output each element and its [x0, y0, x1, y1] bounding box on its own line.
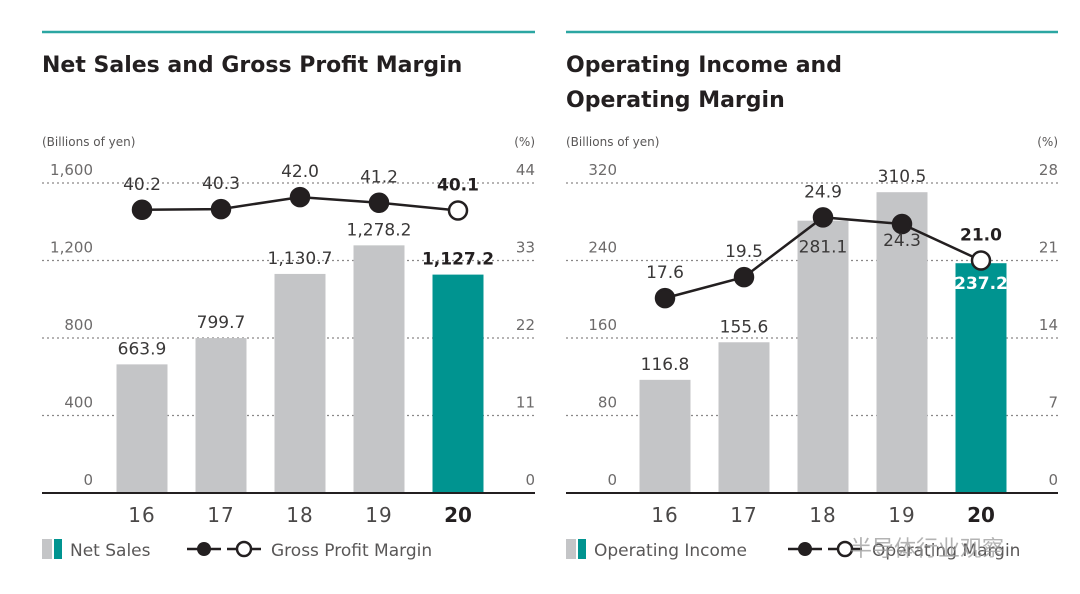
y-tick-label: 800	[64, 316, 93, 334]
legend-marker-filled	[197, 542, 211, 556]
y2-tick-label: 44	[516, 161, 535, 179]
legend-line-label: Operating Margin	[872, 541, 1020, 561]
bar-value-label: 799.7	[197, 313, 246, 333]
bar	[797, 220, 849, 493]
bar-value-label: 1,127.2	[422, 250, 494, 270]
y-tick-label: 320	[588, 161, 617, 179]
y2-tick-label: 21	[1039, 239, 1058, 257]
y-tick-label: 240	[588, 239, 617, 257]
x-tick-label: 17	[730, 503, 757, 527]
bar	[274, 273, 326, 493]
x-tick-label: 17	[207, 503, 234, 527]
chart-title-line-2: Operating Margin	[566, 88, 785, 113]
line-value-label: 24.3	[883, 231, 921, 251]
chart-title-line-1: Operating Income and	[566, 53, 842, 78]
panel-net-sales: Net Sales and Gross Profit Margin (Billi…	[42, 30, 535, 561]
x-tick-label: 20	[444, 503, 472, 527]
line-value-label: 17.6	[646, 263, 684, 283]
legend: Net Sales Gross Profit Margin	[42, 539, 432, 561]
x-tick-label: 16	[651, 503, 678, 527]
bar-value-label: 281.1	[799, 238, 848, 258]
bar-value-label: 116.8	[641, 355, 690, 375]
x-tick-label: 18	[286, 503, 313, 527]
y-tick-label: 160	[588, 316, 617, 334]
y2-tick-label: 28	[1039, 161, 1058, 179]
y2-tick-label: 33	[516, 239, 535, 257]
x-tick-label: 18	[809, 503, 836, 527]
x-tick-label: 20	[967, 503, 995, 527]
y-tick-label: 80	[598, 394, 617, 412]
bar	[639, 379, 691, 493]
x-tick-label: 19	[888, 503, 915, 527]
line-value-label: 40.3	[202, 174, 240, 194]
y2-axis-label: (%)	[514, 135, 535, 149]
bar	[116, 364, 168, 493]
line-marker	[891, 213, 913, 235]
bar	[955, 263, 1007, 493]
y-tick-label: 0	[607, 471, 617, 489]
y2-tick-label: 7	[1048, 394, 1058, 412]
line-marker	[368, 192, 390, 213]
watermark: 半导体行业观察	[850, 537, 1004, 562]
legend-bar-label: Operating Income	[594, 541, 747, 561]
line-value-label: 41.2	[360, 168, 398, 188]
line-value-label: 24.9	[804, 182, 842, 202]
bar-value-label: 237.2	[954, 274, 1008, 294]
y-tick-label: 1,200	[50, 239, 93, 257]
line-value-label: 42.0	[281, 162, 319, 182]
bar	[432, 274, 484, 493]
bar	[353, 245, 405, 493]
legend-swatch-gray	[566, 539, 576, 559]
y-axis-label: (Billions of yen)	[42, 135, 135, 149]
y2-tick-label: 22	[516, 316, 535, 334]
y-tick-label: 0	[83, 471, 93, 489]
y2-tick-label: 11	[516, 394, 535, 412]
bar	[718, 342, 770, 493]
legend-bar-label: Net Sales	[70, 541, 151, 561]
legend-swatch-teal	[54, 539, 62, 559]
x-tick-label: 19	[365, 503, 392, 527]
y2-tick-label: 0	[1048, 471, 1058, 489]
legend-swatch-teal	[578, 539, 586, 559]
line-marker	[733, 266, 755, 288]
legend: Operating Income Operating Margin	[566, 539, 1020, 561]
chart-title: Net Sales and Gross Profit Margin	[42, 53, 462, 78]
legend-swatch-gray	[42, 539, 52, 559]
x-tick-label: 16	[128, 503, 155, 527]
line-marker-open	[970, 250, 992, 271]
y-tick-label: 1,600	[50, 161, 93, 179]
bar-value-label: 1,130.7	[268, 249, 333, 269]
bar-value-label: 310.5	[878, 167, 927, 187]
y-tick-label: 400	[64, 394, 93, 412]
line-value-label: 21.0	[960, 226, 1002, 246]
line-marker-open	[447, 200, 469, 221]
y2-axis-label: (%)	[1037, 135, 1058, 149]
legend-marker-open	[836, 540, 854, 558]
panel-operating-income: Operating Income and Operating Margin (B…	[566, 30, 1058, 561]
line-marker	[210, 198, 232, 220]
legend-marker-filled	[798, 542, 812, 556]
line-value-label: 19.5	[725, 242, 763, 262]
line-value-label: 40.2	[123, 175, 161, 195]
bar	[195, 338, 247, 493]
y2-tick-label: 14	[1039, 316, 1058, 334]
line-marker	[812, 207, 834, 228]
line-marker	[131, 199, 153, 221]
y-axis-label: (Billions of yen)	[566, 135, 659, 149]
line-value-label: 40.1	[437, 175, 479, 195]
line-marker	[289, 186, 311, 208]
y2-tick-label: 0	[525, 471, 535, 489]
legend-marker-open	[235, 540, 253, 558]
bar	[876, 192, 928, 493]
legend-line-label: Gross Profit Margin	[271, 541, 432, 561]
bar-value-label: 663.9	[118, 339, 167, 359]
bar-value-label: 1,278.2	[347, 220, 412, 240]
bar-value-label: 155.6	[720, 317, 769, 337]
line-marker	[654, 287, 676, 309]
